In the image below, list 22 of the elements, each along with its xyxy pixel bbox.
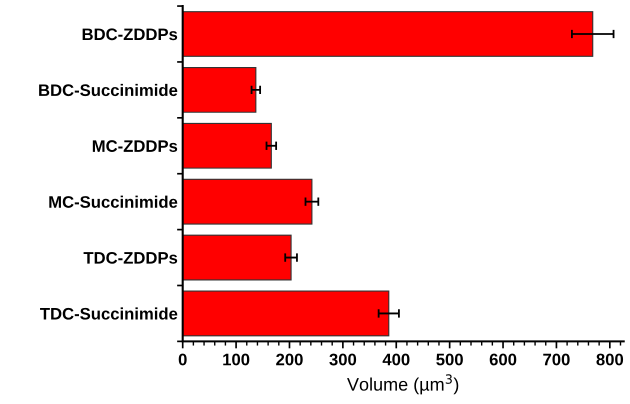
- x-tick-label: 200: [276, 354, 303, 366]
- x-tick-label: 800: [596, 354, 624, 366]
- y-tick-label: TDC-ZDDPs: [84, 252, 178, 264]
- x-tick-label: 500: [436, 354, 463, 366]
- bar: [182, 122, 272, 169]
- bar: [182, 290, 390, 336]
- x-tick-label: 600: [490, 354, 516, 366]
- bar: [182, 234, 292, 280]
- x-tick-label: 400: [382, 354, 410, 366]
- x-axis-title: Volume (µm$^{3}$): [347, 374, 458, 394]
- y-tick-label: MC-Succinimide: [49, 196, 178, 208]
- bar: [182, 11, 594, 57]
- x-tick-label: 0: [178, 354, 187, 366]
- y-tick-label: BDC-ZDDPs: [82, 28, 178, 40]
- x-tick-label: 300: [329, 354, 356, 366]
- bar: [182, 66, 256, 113]
- bar: [182, 178, 312, 225]
- y-tick-label: TDC-Succinimide: [40, 307, 178, 320]
- y-tick-label: MC-ZDDPs: [92, 140, 178, 152]
- x-tick-label: 700: [543, 354, 570, 366]
- y-tick-label: BDC-Succinimide: [39, 84, 178, 96]
- x-tick-label: 100: [223, 354, 250, 366]
